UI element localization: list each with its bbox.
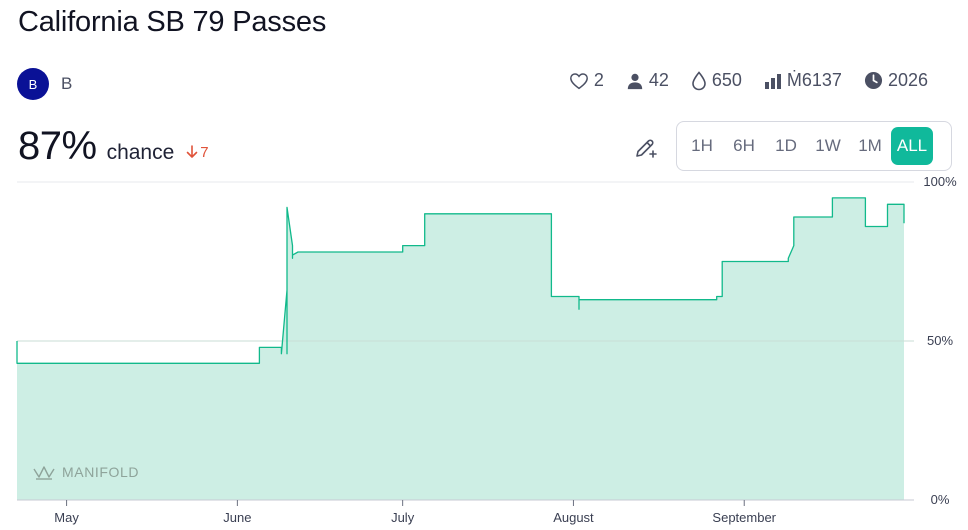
person-icon: [627, 73, 643, 89]
range-button-6h[interactable]: 6H: [733, 136, 755, 155]
creator-name[interactable]: B: [61, 74, 73, 93]
probability-change-value: 7: [200, 143, 209, 161]
droplet-icon: [692, 70, 706, 90]
x-tick-label: May: [54, 510, 79, 525]
likes-stat[interactable]: 2: [569, 70, 604, 91]
range-button-1w[interactable]: 1W: [815, 136, 841, 155]
x-tick-label: June: [223, 510, 251, 525]
x-tick-label: September: [712, 510, 776, 525]
market-stats: 2 42 650 Ṁ6137 2026: [569, 70, 928, 91]
manifold-logo-icon: [33, 466, 55, 480]
traders-count: 42: [648, 70, 669, 90]
bar-chart-icon: [764, 73, 781, 89]
probability-display: 87% chance 7: [18, 124, 209, 169]
creator[interactable]: B B: [17, 68, 72, 100]
range-button-1m[interactable]: 1M: [858, 136, 882, 155]
volume-stat[interactable]: Ṁ6137: [764, 70, 842, 91]
liquidity-stat[interactable]: 650: [691, 70, 742, 91]
y-tick-label: 0%: [931, 492, 950, 507]
probability-chart: May June July August September 100% 50% 0%: [16, 174, 957, 525]
arrow-down-icon: [186, 145, 198, 158]
area-fill: [17, 197, 904, 500]
avatar[interactable]: B: [17, 68, 49, 100]
liquidity-amount: 650: [711, 70, 742, 90]
x-tick-label: August: [553, 510, 594, 525]
range-button-1d[interactable]: 1D: [775, 136, 797, 155]
y-tick-label: 100%: [923, 174, 957, 189]
manifold-watermark: MANIFOLD: [32, 463, 139, 481]
probability-change: 7: [186, 143, 209, 161]
pencil-plus-icon: [636, 139, 657, 158]
range-button-1h[interactable]: 1H: [691, 136, 713, 155]
clock-icon: [864, 71, 883, 90]
traders-stat[interactable]: 42: [626, 70, 669, 91]
x-tick-label: July: [391, 510, 415, 525]
range-button-all[interactable]: ALL: [891, 127, 933, 165]
market-title: California SB 79 Passes: [18, 6, 327, 38]
time-range-selector: 1H 6H 1D 1W 1M ALL: [676, 121, 952, 171]
volume-amount: Ṁ6137: [786, 70, 842, 90]
edit-bet-button[interactable]: [632, 134, 660, 162]
close-year: 2026: [887, 70, 928, 90]
series-line: [16, 197, 905, 364]
probability-value: 87%: [18, 124, 97, 168]
heart-icon: [569, 72, 588, 89]
watermark-text: MANIFOLD: [62, 464, 140, 480]
likes-count: 2: [593, 70, 604, 90]
close-date-stat[interactable]: 2026: [864, 70, 928, 91]
y-tick-label: 50%: [927, 333, 953, 348]
probability-label: chance: [106, 141, 175, 164]
